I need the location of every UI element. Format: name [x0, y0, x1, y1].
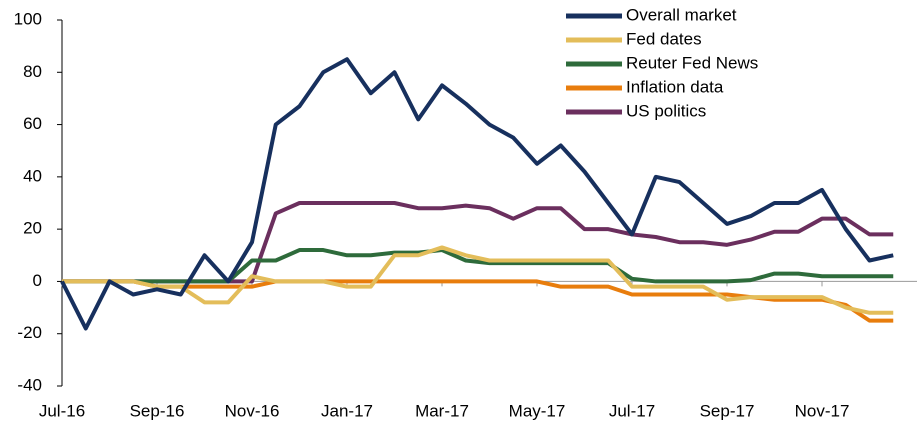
legend-label: Inflation data	[626, 77, 724, 96]
series-line	[60, 57, 894, 331]
x-tick-label: Jul-17	[609, 401, 655, 420]
x-tick-label: Jul-16	[39, 401, 85, 420]
series-line	[62, 245, 894, 315]
x-tick-label: Sep-17	[700, 401, 755, 420]
x-tick-label: Nov-16	[225, 401, 280, 420]
y-tick-label: -40	[17, 375, 42, 394]
x-tick-label: Jan-17	[321, 401, 373, 420]
series-line	[62, 248, 894, 284]
y-tick-label: 80	[23, 62, 42, 81]
y-tick-label: -20	[17, 323, 42, 342]
y-tick-label: 0	[33, 271, 42, 290]
legend-label: US politics	[626, 101, 706, 120]
x-tick-label: May-17	[509, 401, 566, 420]
y-tick-label: 40	[23, 166, 42, 185]
y-tick-label: 60	[23, 114, 42, 133]
y-tick-label: 100	[14, 9, 42, 28]
x-tick-label: Sep-16	[130, 401, 185, 420]
legend-label: Reuter Fed News	[626, 53, 758, 72]
series-line	[62, 201, 894, 284]
x-tick-label: Mar-17	[415, 401, 469, 420]
y-tick-label: 20	[23, 219, 42, 238]
x-tick-label: Nov-17	[795, 401, 850, 420]
legend-label: Fed dates	[626, 29, 702, 48]
legend-label: Overall market	[626, 5, 737, 24]
